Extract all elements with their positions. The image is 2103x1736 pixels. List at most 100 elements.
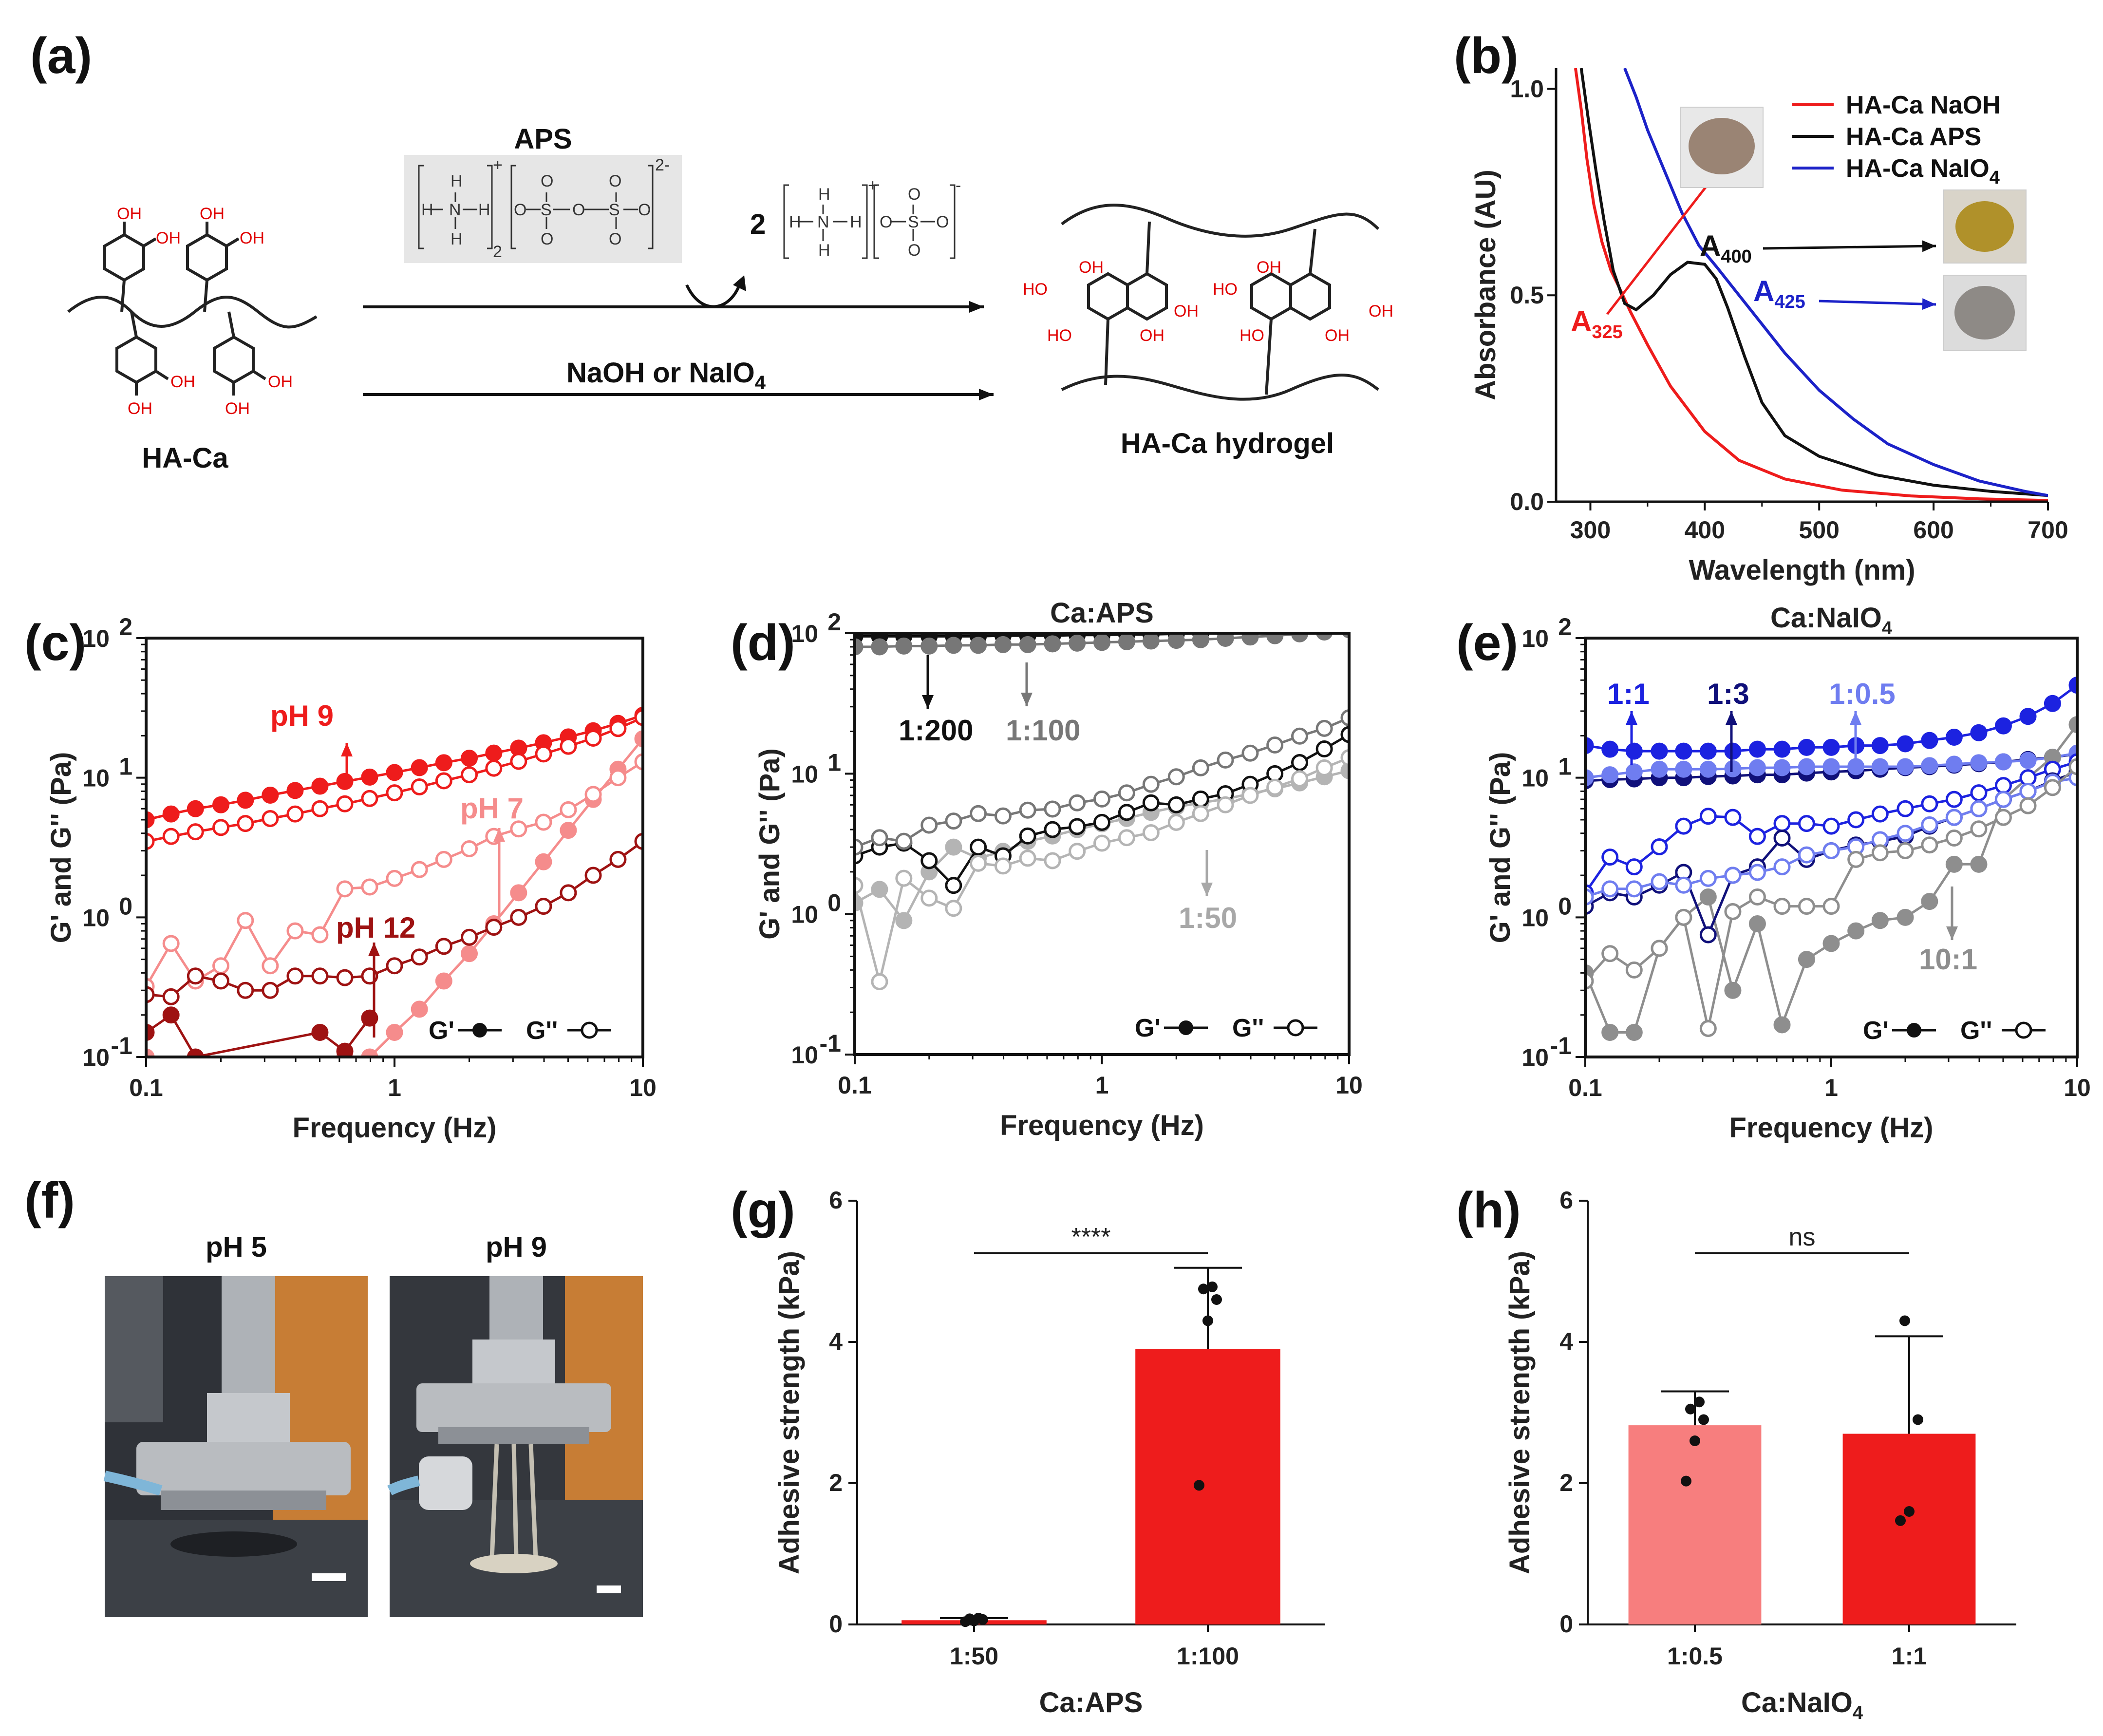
ho-label: HO xyxy=(1047,326,1072,345)
data-point xyxy=(945,838,962,856)
annotation-arrow-a425-head xyxy=(1922,298,1936,310)
data-point xyxy=(1625,1024,1643,1041)
y-tick-label: 0.0 xyxy=(1510,488,1544,515)
data-point xyxy=(1217,633,1234,647)
data-point xyxy=(1315,759,1333,776)
reactant-structure xyxy=(67,222,318,396)
data-point xyxy=(1945,755,1963,773)
annotation-arrow-1to100-head xyxy=(1021,693,1033,706)
x-axis-label: Ca:APS xyxy=(1039,1687,1143,1718)
data-point xyxy=(146,986,155,1003)
data-point xyxy=(1690,1435,1700,1446)
data-point xyxy=(1896,800,1914,817)
data-point xyxy=(1241,744,1259,762)
data-point xyxy=(1601,766,1619,784)
data-point xyxy=(535,813,552,831)
legend-label: HA-Ca APS xyxy=(1846,123,1981,151)
panel-label-a: (a) xyxy=(30,28,92,84)
data-point xyxy=(1585,972,1594,990)
data-point xyxy=(1217,796,1234,813)
data-point xyxy=(262,810,279,827)
y-axis-label: Adhesive strength (kPa) xyxy=(1504,1251,1536,1574)
chem-atom: N xyxy=(449,201,461,219)
chem-atom: H xyxy=(789,213,801,231)
data-point xyxy=(1266,778,1284,796)
data-point xyxy=(895,637,913,655)
product-label: HA-Ca hydrogel xyxy=(1121,428,1334,459)
data-point xyxy=(560,801,577,818)
data-point xyxy=(1241,787,1259,804)
data-point xyxy=(1724,809,1742,826)
data-point xyxy=(1194,1480,1204,1491)
data-point xyxy=(1773,759,1791,776)
x-tick-label: 600 xyxy=(1913,516,1953,544)
plot-area xyxy=(855,633,1349,990)
data-point xyxy=(461,945,478,962)
stoichiometric-coefficient: 2 xyxy=(750,208,766,240)
series-line-2 xyxy=(1623,68,2048,497)
data-point xyxy=(634,709,643,726)
data-point xyxy=(1685,1403,1696,1415)
data-point xyxy=(1994,717,2012,735)
data-point xyxy=(970,854,987,872)
y-tick-label: 10 xyxy=(82,1044,110,1071)
product-structure xyxy=(1061,204,1380,401)
x-tick-label: 1:0.5 xyxy=(1667,1642,1723,1670)
data-point xyxy=(1699,760,1717,778)
significance-label: ns xyxy=(1789,1223,1816,1251)
data-point xyxy=(1093,813,1110,831)
data-point xyxy=(1069,818,1086,835)
gel-drop xyxy=(1955,201,2014,252)
data-point xyxy=(1970,784,1988,802)
y-tick-exponent: 0 xyxy=(119,892,132,920)
annotation-arrow-ph7-head xyxy=(493,828,505,842)
annotation-arrow-ph12-head xyxy=(368,943,380,956)
data-point xyxy=(1167,796,1185,813)
y-tick-label: 6 xyxy=(829,1187,843,1214)
data-point xyxy=(1291,754,1309,772)
gel-drop xyxy=(1954,286,2015,340)
data-point xyxy=(895,912,913,929)
data-point xyxy=(461,766,478,784)
legend-marker xyxy=(2015,1021,2032,1039)
data-point xyxy=(1748,759,1766,776)
ho-label: HO xyxy=(1213,280,1238,299)
x-tick-label: 1:1 xyxy=(1892,1642,1927,1670)
data-point xyxy=(212,972,230,990)
panel-label-d: (d) xyxy=(731,615,795,671)
data-point xyxy=(970,838,987,856)
data-point xyxy=(1899,1315,1910,1326)
chem-atom: O xyxy=(609,172,621,190)
data-point xyxy=(1585,769,1594,787)
data-point xyxy=(1192,790,1209,808)
data-point xyxy=(361,1048,378,1057)
data-point xyxy=(485,744,503,762)
x-tick-label: 1:100 xyxy=(1177,1642,1239,1670)
y-tick-exponent: 2 xyxy=(1558,613,1572,641)
data-point xyxy=(1724,867,1742,884)
data-point xyxy=(1019,801,1036,819)
y-tick-label: 10 xyxy=(1521,765,1549,792)
oh-label: OH xyxy=(200,205,225,223)
data-point xyxy=(1167,768,1185,786)
x-axis-label: Frequency (Hz) xyxy=(1729,1112,1934,1144)
annotation-a425: A425 xyxy=(1753,275,1805,312)
data-point xyxy=(1798,738,1815,756)
data-point xyxy=(994,857,1012,875)
y-axis-label: G' and G'' (Pa) xyxy=(754,748,786,940)
x-tick-label: 700 xyxy=(2028,516,2068,544)
y-tick-exponent: 0 xyxy=(1558,892,1572,920)
chem-atom: N xyxy=(817,213,829,231)
legend-label: G' xyxy=(1135,1014,1161,1042)
data-point xyxy=(1748,888,1766,906)
data-point xyxy=(1970,800,1988,817)
oh-label: OH xyxy=(117,205,142,223)
data-point xyxy=(1069,634,1086,652)
chem-atom: H xyxy=(451,172,463,190)
y-tick-exponent: -1 xyxy=(111,1032,132,1059)
data-point xyxy=(920,637,938,655)
annotation-arrow-a400 xyxy=(1763,245,1936,250)
data-point xyxy=(1921,732,1938,749)
y-tick-label: 10 xyxy=(791,620,818,647)
